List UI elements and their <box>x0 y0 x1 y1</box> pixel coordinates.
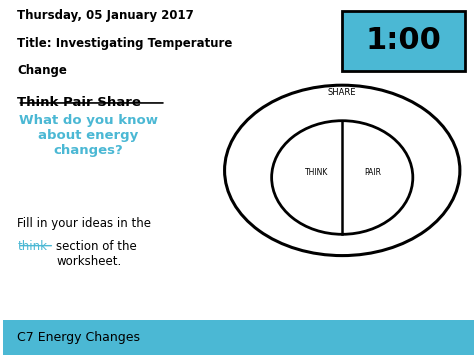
FancyBboxPatch shape <box>3 320 474 355</box>
Text: What do you know
about energy
changes?: What do you know about energy changes? <box>18 114 157 157</box>
Text: C7 Energy Changes: C7 Energy Changes <box>18 331 140 344</box>
FancyBboxPatch shape <box>342 11 465 71</box>
Text: think: think <box>18 240 47 253</box>
Text: section of the
worksheet.: section of the worksheet. <box>56 240 137 268</box>
Text: SHARE: SHARE <box>328 88 356 97</box>
Text: 1:00: 1:00 <box>365 26 441 55</box>
Text: THINK: THINK <box>305 168 328 177</box>
Text: Fill in your ideas in the: Fill in your ideas in the <box>18 217 152 230</box>
Text: Thursday, 05 January 2017: Thursday, 05 January 2017 <box>18 9 194 22</box>
Text: Title: Investigating Temperature: Title: Investigating Temperature <box>18 37 233 50</box>
Text: Think Pair Share: Think Pair Share <box>18 96 141 109</box>
Text: PAIR: PAIR <box>365 168 381 177</box>
Ellipse shape <box>225 85 460 256</box>
Text: Change: Change <box>18 64 67 77</box>
Ellipse shape <box>272 121 413 234</box>
